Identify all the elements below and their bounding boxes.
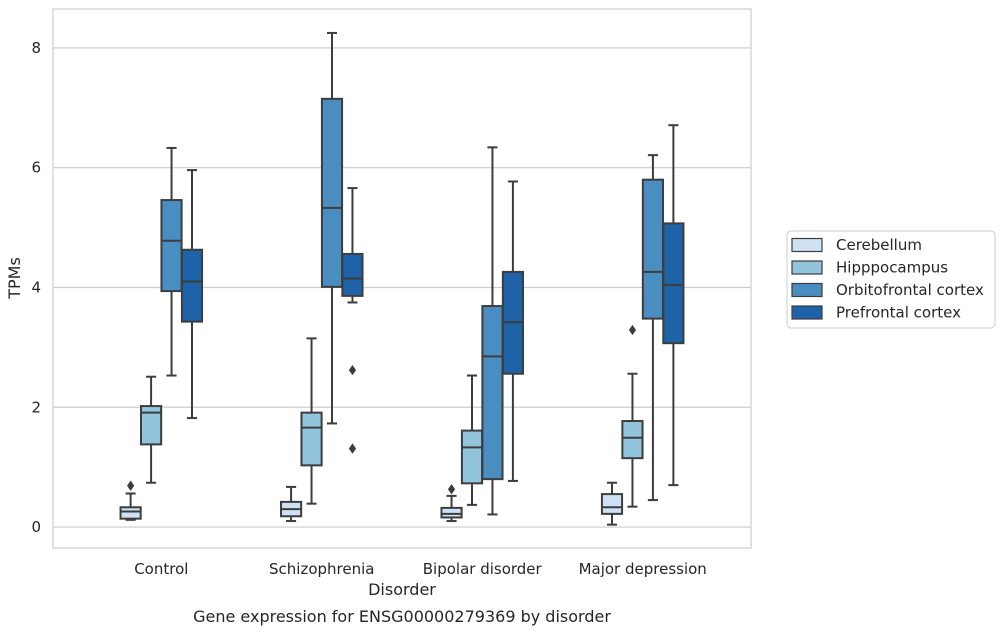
box-group bbox=[140, 375, 163, 484]
y-tick-label: 2 bbox=[31, 398, 41, 416]
box-group bbox=[180, 169, 204, 420]
box bbox=[641, 178, 664, 320]
box-group bbox=[160, 146, 183, 377]
box bbox=[481, 305, 504, 481]
box bbox=[600, 493, 624, 515]
legend-swatch bbox=[791, 237, 823, 253]
x-tick-label: Major depression bbox=[579, 560, 707, 578]
box bbox=[662, 222, 685, 345]
box-group bbox=[440, 484, 463, 523]
box-group bbox=[300, 337, 323, 505]
box bbox=[180, 248, 204, 323]
box bbox=[119, 506, 142, 520]
outlier-point bbox=[447, 484, 456, 495]
legend-label: Hipppocampus bbox=[836, 259, 948, 277]
series-hipppocampus bbox=[140, 324, 644, 508]
legend-label: Cerebellum bbox=[836, 236, 922, 254]
outlier-point bbox=[348, 364, 357, 376]
plot-frame bbox=[52, 8, 752, 549]
box bbox=[341, 252, 364, 297]
legend-swatch bbox=[791, 282, 823, 298]
box-group bbox=[481, 146, 504, 516]
box bbox=[320, 97, 344, 288]
legend-label: Orbitofrontal cortex bbox=[836, 281, 984, 299]
box-group bbox=[280, 485, 303, 523]
box bbox=[440, 506, 463, 519]
x-axis-ticks: Control Schizophrenia Bipolar disorder Majo… bbox=[134, 560, 707, 578]
plot-area bbox=[52, 8, 752, 549]
y-tick-label: 4 bbox=[31, 278, 41, 296]
box-group bbox=[320, 31, 344, 425]
box-group bbox=[460, 374, 484, 506]
legend-label: Prefrontal cortex bbox=[836, 304, 961, 322]
series-prefrontal-cortex bbox=[180, 124, 685, 487]
legend: Cerebellum Hipppocampus Orbitofrontal cort… bbox=[786, 230, 996, 329]
box-groups bbox=[119, 31, 685, 526]
x-tick-label: Bipolar disorder bbox=[423, 560, 543, 578]
box bbox=[460, 429, 484, 485]
box bbox=[621, 420, 644, 460]
box-group bbox=[501, 180, 524, 482]
box-group bbox=[662, 124, 685, 487]
y-tick-label: 8 bbox=[31, 39, 41, 57]
legend-swatch bbox=[791, 305, 823, 320]
box-group bbox=[119, 480, 142, 521]
outlier-point bbox=[628, 324, 637, 336]
box-group bbox=[341, 187, 364, 454]
legend-frame bbox=[786, 230, 996, 329]
x-tick-label: Control bbox=[134, 560, 188, 578]
legend-swatch bbox=[791, 260, 823, 275]
y-axis-label: TPMs bbox=[5, 257, 24, 300]
y-tick-label: 0 bbox=[31, 518, 41, 536]
outlier-point bbox=[127, 480, 135, 491]
chart-caption: Gene expression for ENSG00000279369 by d… bbox=[193, 607, 611, 626]
box-group bbox=[621, 324, 644, 508]
box bbox=[160, 199, 183, 293]
y-axis-ticks: 0 2 4 6 8 bbox=[31, 39, 41, 536]
x-tick-label: Schizophrenia bbox=[269, 560, 374, 578]
y-tick-label: 6 bbox=[31, 159, 41, 177]
x-axis-label: Disorder bbox=[368, 580, 436, 599]
box-group bbox=[600, 481, 624, 526]
box bbox=[140, 405, 163, 446]
series-cerebellum bbox=[119, 480, 624, 526]
box bbox=[300, 411, 323, 467]
outlier-point bbox=[348, 443, 357, 454]
series-orbitofrontal-cortex bbox=[160, 31, 664, 516]
